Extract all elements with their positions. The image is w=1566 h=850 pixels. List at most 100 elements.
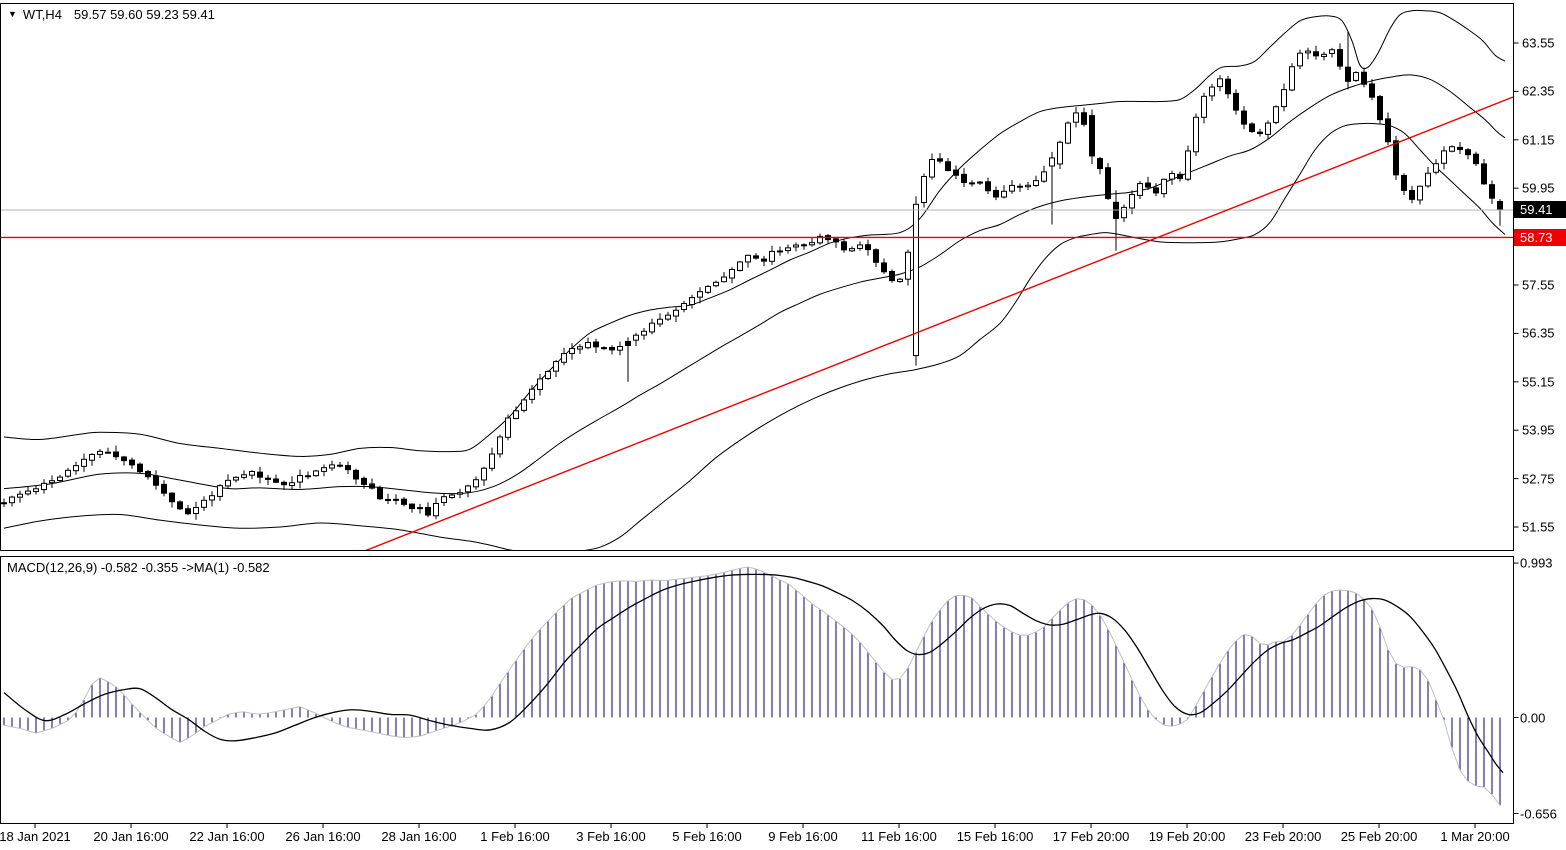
candle-body <box>305 475 311 478</box>
candle-body <box>809 242 815 246</box>
candle-body <box>1337 49 1343 67</box>
time-tick-label: 18 Jan 2021 <box>0 829 71 844</box>
time-tick-label: 9 Feb 16:00 <box>768 829 838 844</box>
candle-body <box>513 410 519 419</box>
ascending-trendline <box>365 96 1513 550</box>
time-tick-label: 1 Mar 20:00 <box>1440 829 1510 844</box>
candle-body <box>1433 163 1439 173</box>
candle-body <box>57 476 63 481</box>
time-tick-label: 19 Feb 20:00 <box>1148 829 1226 844</box>
candle-body <box>201 499 207 508</box>
symbol-ohlc-header[interactable]: ▼ WT,H4 59.57 59.60 59.23 59.41 <box>8 7 215 22</box>
time-tick-label: 22 Jan 16:00 <box>189 829 265 844</box>
candle-body <box>9 496 15 504</box>
candle-body <box>641 330 647 336</box>
candle-body <box>465 485 471 493</box>
candle-body <box>449 494 455 499</box>
candle-body <box>921 175 927 203</box>
candle-body <box>1489 184 1495 199</box>
candle-body <box>281 481 287 486</box>
candle-body <box>617 346 623 351</box>
candle-body <box>129 459 135 466</box>
candle-body <box>193 507 199 514</box>
candle-body <box>601 347 607 350</box>
candle-body <box>377 487 383 500</box>
candle-body <box>185 508 191 515</box>
candle-body <box>33 488 39 493</box>
macd-layer <box>3 566 1504 806</box>
candle-body <box>1321 53 1327 57</box>
symbol-dropdown-icon[interactable]: ▼ <box>8 9 17 19</box>
candle-body <box>1249 123 1255 132</box>
candle-body <box>681 303 687 310</box>
candle-body <box>233 476 239 481</box>
candle-body <box>73 465 79 472</box>
candle-body <box>209 495 215 501</box>
candle-body <box>961 173 967 184</box>
time-tick-label: 11 Feb 16:00 <box>861 829 937 844</box>
bollinger-upper-band <box>3 9 1506 457</box>
candle-body <box>705 285 711 293</box>
candle-body <box>865 244 871 251</box>
candle-body <box>521 399 527 411</box>
candle-body <box>1257 131 1263 135</box>
candle-body <box>1297 52 1303 67</box>
candle-body <box>497 436 503 455</box>
candle-body <box>161 483 167 494</box>
candle-body <box>97 450 103 455</box>
time-tick-label: 23 Feb 20:00 <box>1244 829 1322 844</box>
candle-body <box>1289 66 1295 91</box>
candle-body <box>385 499 391 502</box>
candle-body <box>1057 141 1063 165</box>
price-chart-layer <box>1 9 1513 550</box>
time-tick-label: 5 Feb 16:00 <box>672 829 742 844</box>
candle-body <box>1273 106 1279 123</box>
candle-body <box>489 453 495 469</box>
price-tick-label: 56.35 <box>1522 325 1555 341</box>
candle-body <box>833 238 839 243</box>
candle-body <box>1153 187 1159 194</box>
current-price-box: 59.41 <box>1514 201 1566 219</box>
candle-body <box>1193 116 1199 153</box>
candle-body <box>1281 89 1287 108</box>
candle-body <box>425 507 431 516</box>
candle-body <box>657 318 663 325</box>
candle-body <box>25 490 31 495</box>
candle-body <box>897 278 903 283</box>
candle-body <box>433 502 439 517</box>
candle-body <box>937 158 943 162</box>
candle-body <box>441 496 447 503</box>
price-tick-label: 59.95 <box>1522 180 1555 196</box>
candle-body <box>633 334 639 341</box>
candle-body <box>769 250 775 262</box>
candle-body <box>241 474 247 478</box>
symbol-name: WT,H4 <box>22 7 62 22</box>
candle-body <box>345 465 351 471</box>
candle-body <box>1417 185 1423 201</box>
candle-body <box>1465 149 1471 156</box>
candle-body <box>801 244 807 247</box>
candle-body <box>289 482 295 487</box>
candle-body <box>985 181 991 192</box>
macd-indicator-label: MACD(12,26,9) -0.582 -0.355 ->MA(1) -0.5… <box>7 560 270 575</box>
candle-body <box>929 159 935 178</box>
bollinger-lower-band <box>3 122 1506 550</box>
candle-body <box>329 464 335 469</box>
candle-body <box>225 479 231 487</box>
candle-body <box>913 203 919 357</box>
candle-body <box>409 503 415 510</box>
candle-body <box>1329 49 1335 54</box>
candle-body <box>945 161 951 171</box>
candle-body <box>537 378 543 390</box>
candle-body <box>793 244 799 248</box>
candle-body <box>1025 184 1031 188</box>
price-tick-label: 57.55 <box>1522 277 1555 293</box>
price-tick-label: 52.75 <box>1522 471 1555 487</box>
level-price-box: 58.73 <box>1514 228 1566 246</box>
candle-body <box>401 498 407 505</box>
candles-layer <box>1 30 1503 520</box>
candle-body <box>49 480 55 484</box>
candle-body <box>217 485 223 497</box>
candle-body <box>777 250 783 253</box>
